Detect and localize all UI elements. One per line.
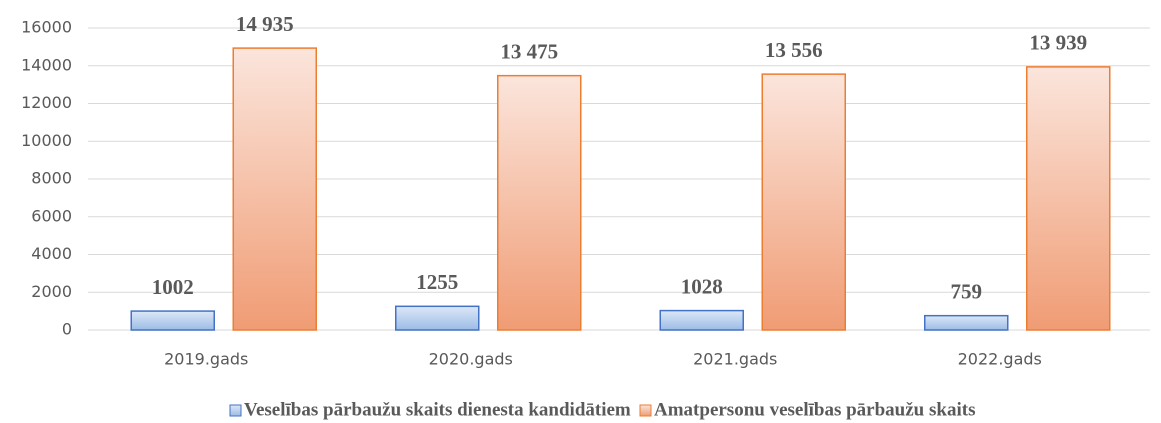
data-label: 1002 bbox=[152, 275, 194, 299]
data-label: 759 bbox=[951, 279, 983, 303]
x-tick-label: 2021.gads bbox=[693, 350, 777, 369]
bar bbox=[130, 310, 215, 331]
y-tick-label: 10000 bbox=[21, 131, 72, 150]
data-label: 1028 bbox=[681, 274, 723, 298]
data-label: 13 475 bbox=[500, 39, 558, 63]
x-tick-label: 2020.gads bbox=[429, 350, 513, 369]
legend-label: Amatpersonu veselības pārbaužu skaits bbox=[654, 399, 975, 420]
bar bbox=[1026, 66, 1111, 331]
y-tick-label: 2000 bbox=[31, 282, 72, 301]
bar bbox=[497, 74, 582, 331]
y-tick-label: 0 bbox=[62, 320, 72, 339]
data-label: 13 556 bbox=[765, 38, 823, 62]
x-tick-label: 2019.gads bbox=[164, 350, 248, 369]
bar bbox=[924, 314, 1009, 331]
bar bbox=[659, 309, 744, 331]
y-tick-label: 8000 bbox=[31, 169, 72, 188]
legend-swatch bbox=[229, 404, 242, 417]
y-tick-label: 14000 bbox=[21, 55, 72, 74]
data-label: 13 939 bbox=[1029, 31, 1087, 55]
data-label: 1255 bbox=[416, 270, 458, 294]
bar bbox=[232, 47, 317, 331]
x-tick-label: 2022.gads bbox=[958, 350, 1042, 369]
y-tick-label: 6000 bbox=[31, 206, 72, 225]
y-tick-label: 12000 bbox=[21, 93, 72, 112]
bar bbox=[761, 73, 846, 331]
data-label: 14 935 bbox=[236, 12, 294, 36]
legend-swatch bbox=[639, 404, 652, 417]
y-tick-label: 4000 bbox=[31, 244, 72, 263]
y-tick-label: 16000 bbox=[21, 18, 72, 37]
bar bbox=[395, 305, 480, 331]
legend-label: Veselības pārbaužu skaits dienesta kandi… bbox=[244, 399, 631, 420]
